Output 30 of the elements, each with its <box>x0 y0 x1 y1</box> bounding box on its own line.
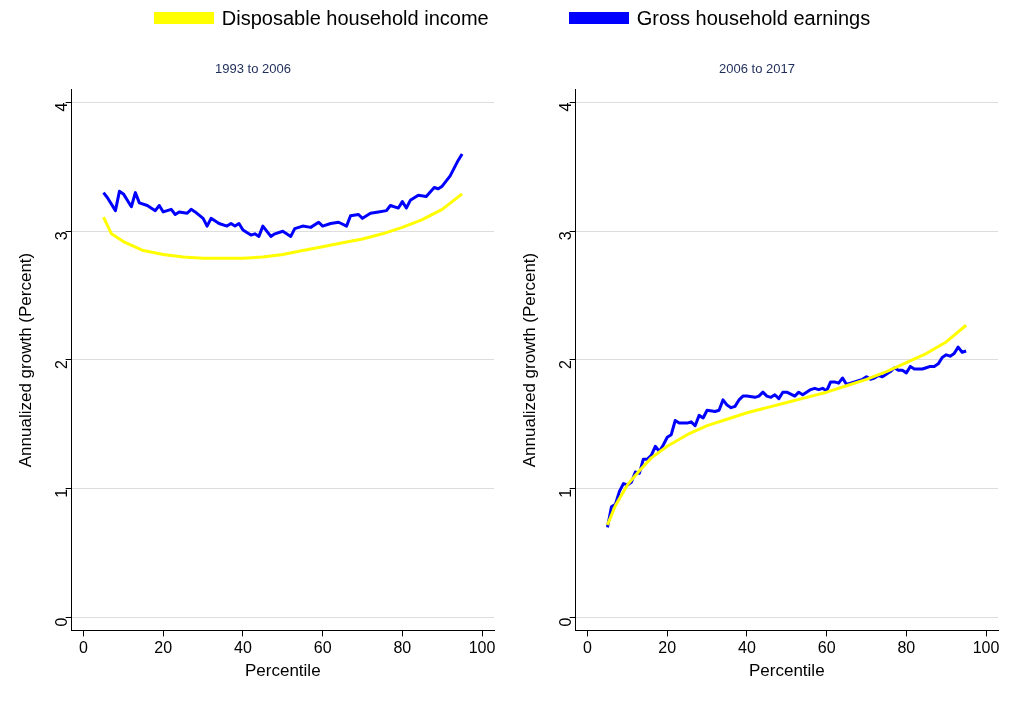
y-axis-title: Annualized growth (Percent) <box>519 252 539 468</box>
y-tick-label: 1 <box>53 488 71 498</box>
x-tick-label: 80 <box>897 639 916 657</box>
x-axis-title: Percentile <box>245 661 321 681</box>
x-tick-label: 80 <box>393 639 412 657</box>
x-tick-label: 20 <box>658 639 677 657</box>
x-tick-label: 40 <box>738 639 756 657</box>
y-tick-label: 4 <box>53 102 71 112</box>
y-tick-label: 0 <box>53 617 71 627</box>
y-tick-label: 4 <box>557 102 575 112</box>
x-tick-label: 20 <box>154 639 173 657</box>
x-tick-label: 60 <box>817 639 836 657</box>
legend-label: Gross household earnings <box>636 6 871 30</box>
x-tick-label: 100 <box>468 639 496 657</box>
y-tick-label: 2 <box>53 359 71 369</box>
y-tick-label: 3 <box>53 231 71 241</box>
x-tick-label: 60 <box>313 639 332 657</box>
x-tick-label: 0 <box>79 639 89 657</box>
chart-title: 2006 to 2017 <box>719 61 795 77</box>
y-tick-label: 1 <box>557 488 575 498</box>
y-tick-label: 2 <box>557 359 575 369</box>
y-tick-label: 3 <box>557 231 575 241</box>
x-axis-title: Percentile <box>749 661 825 681</box>
y-tick-label: 0 <box>557 617 575 627</box>
x-tick-label: 0 <box>583 639 593 657</box>
chart-title: 1993 to 2006 <box>215 61 291 77</box>
x-tick-label: 40 <box>234 639 252 657</box>
x-tick-label: 100 <box>972 639 1000 657</box>
legend-label: Disposable household income <box>221 6 489 30</box>
y-axis-title: Annualized growth (Percent) <box>15 252 35 468</box>
